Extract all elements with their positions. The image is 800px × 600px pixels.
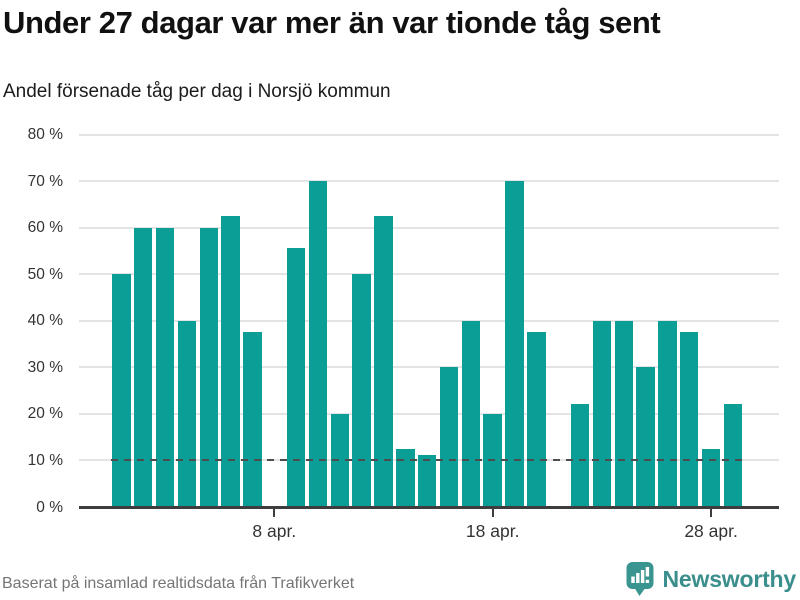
x-tick-mark xyxy=(491,509,494,517)
x-tick-label: 28 apr. xyxy=(684,521,738,541)
bar xyxy=(112,274,131,507)
y-tick-label: 20 % xyxy=(27,405,63,423)
bar xyxy=(723,403,743,507)
bar xyxy=(417,455,437,507)
newsworthy-logo: Newsworthy xyxy=(625,561,796,597)
newsworthy-bubble-chart-icon xyxy=(626,562,654,596)
reference-line-10pct xyxy=(110,459,742,462)
bar xyxy=(177,320,197,507)
x-axis-line xyxy=(79,506,779,509)
y-tick-label: 40 % xyxy=(27,312,63,330)
gridline xyxy=(79,226,779,229)
y-tick-label: 70 % xyxy=(27,172,63,190)
bar xyxy=(243,332,262,507)
bar xyxy=(308,181,328,507)
chart-title: Under 27 dagar var mer än var tionde tåg… xyxy=(3,5,661,40)
bar xyxy=(680,332,699,507)
y-tick-label: 60 % xyxy=(27,219,63,237)
y-tick-label: 30 % xyxy=(27,358,63,376)
chart-subtitle: Andel försenade tåg per dag i Norsjö kom… xyxy=(3,81,391,102)
gridline xyxy=(79,180,779,183)
gridline xyxy=(79,133,779,136)
newsworthy-wordmark: Newsworthy xyxy=(662,566,797,592)
y-tick-label: 10 % xyxy=(27,451,63,469)
x-tick-mark xyxy=(710,509,713,517)
bar xyxy=(570,403,590,507)
bar xyxy=(505,181,524,507)
bar xyxy=(155,227,175,507)
bar xyxy=(636,367,655,507)
bar xyxy=(374,215,393,507)
bar xyxy=(199,227,218,507)
bar xyxy=(221,215,240,507)
gridline xyxy=(79,319,779,322)
plot-area xyxy=(79,133,779,508)
gridline xyxy=(79,273,779,276)
bar xyxy=(658,320,677,507)
bar xyxy=(134,227,153,507)
x-tick-label: 18 apr. xyxy=(465,521,520,541)
x-tick-mark xyxy=(273,509,276,517)
y-tick-label: 0 % xyxy=(36,498,63,516)
bar xyxy=(439,367,459,507)
source-note: Baserat på insamlad realtidsdata från Tr… xyxy=(2,575,355,592)
bar xyxy=(614,320,633,507)
gridline xyxy=(79,412,779,415)
bar xyxy=(701,448,721,507)
bar xyxy=(352,274,371,507)
x-tick-label: 8 apr. xyxy=(252,521,297,541)
gridline xyxy=(79,366,779,369)
y-tick-label: 80 % xyxy=(27,126,63,143)
y-tick-label: 50 % xyxy=(27,265,63,283)
bar xyxy=(592,320,612,507)
bar xyxy=(396,448,415,507)
bar xyxy=(286,248,306,507)
bar xyxy=(527,332,546,507)
bar xyxy=(461,320,481,507)
